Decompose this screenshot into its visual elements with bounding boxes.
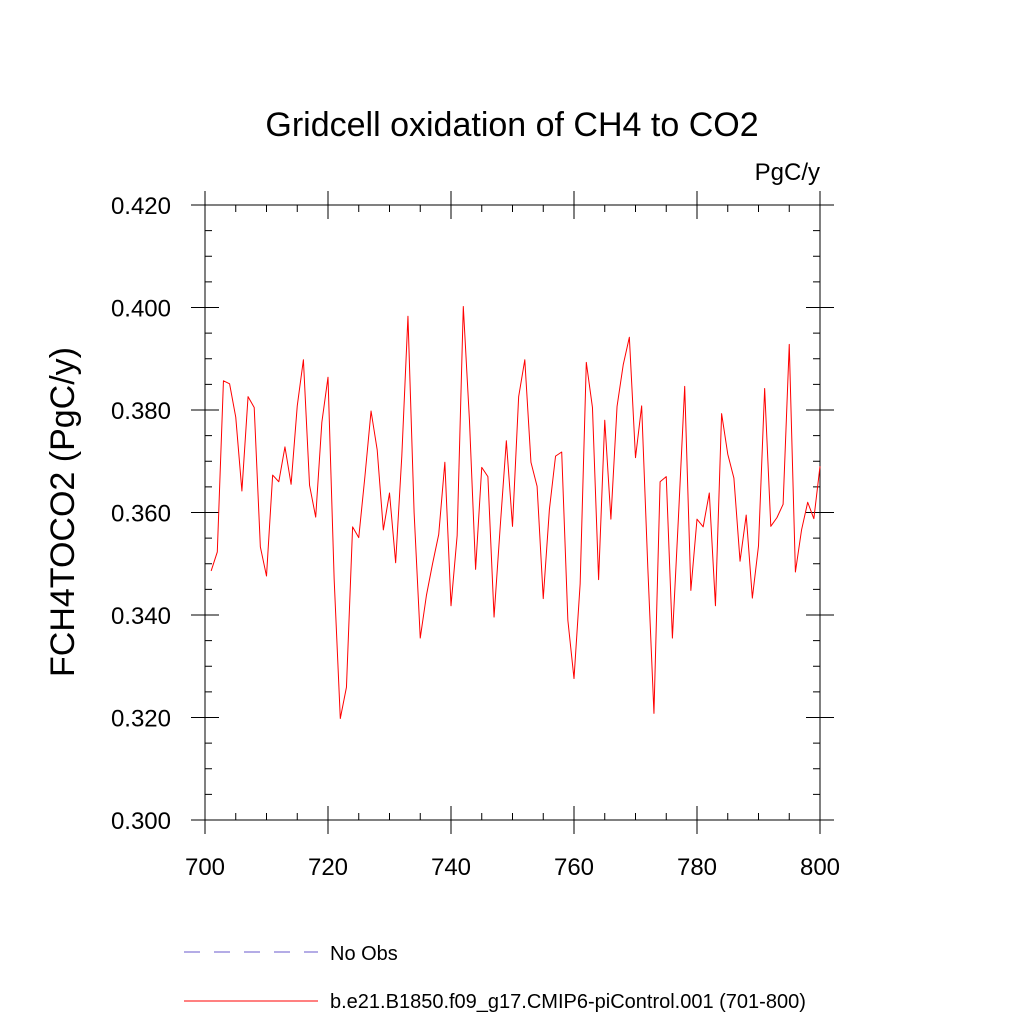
x-tick-label-740: 740 — [431, 854, 471, 881]
chart-title: Gridcell oxidation of CH4 to CO2 — [265, 106, 758, 144]
y-axis-label: FCH4TOCO2 (PgC/y) — [44, 347, 82, 677]
x-tick-label-780: 780 — [677, 854, 717, 881]
x-tick-label-760: 760 — [554, 854, 594, 881]
y-tick-label-3: 0.360 — [111, 501, 171, 528]
y-tick-label-4: 0.380 — [111, 398, 171, 425]
axes: 700 720 740 760 780 800 0.300 0.320 0.340 0.360 0.… — [111, 191, 840, 881]
y-tick-label-1: 0.320 — [111, 706, 171, 733]
legend: No Obs b.e21.B1850.f09_g17.CMIP6-piContr… — [184, 943, 806, 1013]
y-tick-label-2: 0.340 — [111, 603, 171, 630]
x-tick-label-720: 720 — [308, 854, 348, 881]
y-tick-label-6: 0.420 — [111, 193, 171, 220]
x-tick-label-700: 700 — [185, 854, 225, 881]
units-label: PgC/y — [755, 159, 820, 186]
series-line-0 — [210, 305, 821, 720]
plot-frame — [204, 204, 821, 821]
series-layer — [210, 305, 821, 720]
x-tick-label-800: 800 — [800, 854, 840, 881]
y-tick-label-0: 0.300 — [111, 808, 171, 835]
legend-label-no-obs: No Obs — [330, 943, 398, 965]
y-tick-label-5: 0.400 — [111, 296, 171, 323]
legend-label-picontrol: b.e21.B1850.f09_g17.CMIP6-piControl.001 … — [330, 991, 806, 1013]
